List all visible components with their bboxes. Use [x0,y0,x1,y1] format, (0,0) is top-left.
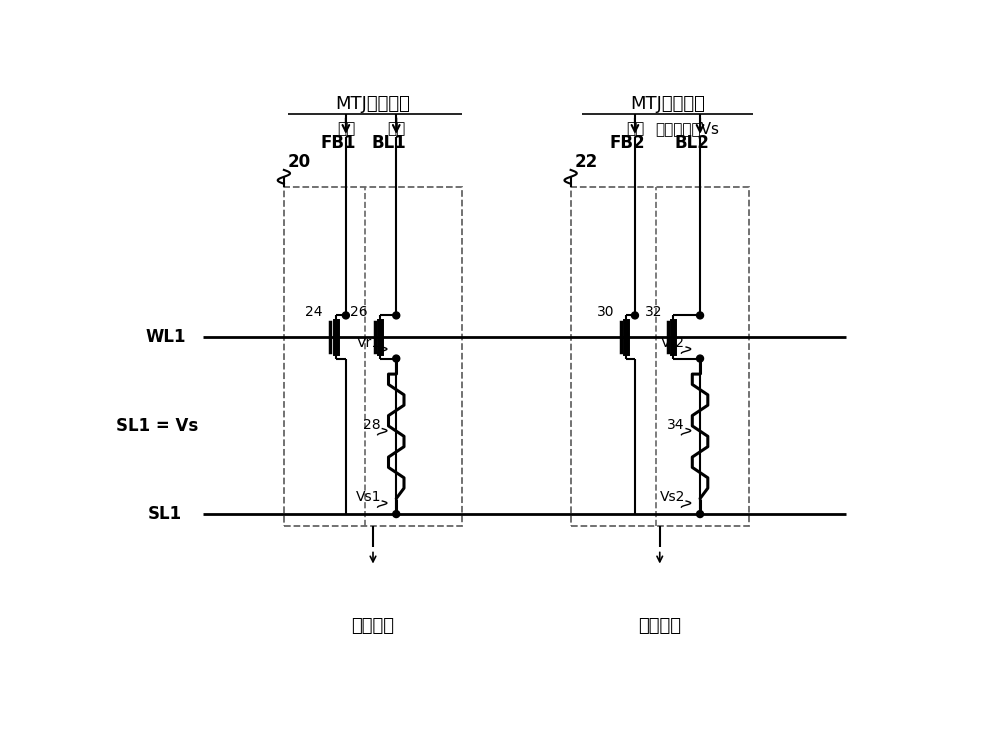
Text: 感测: 感测 [387,122,405,137]
Text: BL2: BL2 [675,134,710,152]
Text: SL1: SL1 [148,505,182,523]
Circle shape [393,355,400,362]
Text: FB2: FB2 [609,134,645,152]
Text: 30: 30 [597,306,614,319]
Text: 34: 34 [666,418,684,432]
Text: 32: 32 [645,306,662,319]
Text: 22: 22 [574,153,598,171]
Bar [284,187,462,525]
Text: 选定单元: 选定单元 [352,617,394,634]
Text: 26: 26 [350,306,368,319]
Text: 浮动或外加Vs: 浮动或外加Vs [655,122,719,137]
Text: Vs2: Vs2 [660,490,686,504]
Text: Vr2: Vr2 [661,336,685,350]
Text: Vs1: Vs1 [356,490,382,504]
Circle shape [342,312,349,319]
Text: SL1 = Vs: SL1 = Vs [116,416,199,435]
Circle shape [393,510,400,518]
Circle shape [697,510,704,518]
Text: Vr1: Vr1 [357,336,381,350]
Circle shape [697,355,704,362]
Text: MTJ底部端：: MTJ底部端： [630,96,705,114]
Circle shape [697,312,704,319]
Text: 反馈: 反馈 [626,122,644,137]
Bar [571,187,749,525]
Circle shape [631,312,638,319]
Text: FB1: FB1 [320,134,356,152]
Text: 28: 28 [363,418,380,432]
Text: MTJ顶部端：: MTJ顶部端： [336,96,410,114]
Text: 20: 20 [288,153,311,171]
Text: BL1: BL1 [371,134,406,152]
Text: 相邻单元: 相邻单元 [638,617,681,634]
Text: 24: 24 [305,306,322,319]
Circle shape [393,312,400,319]
Text: 反馈: 反馈 [337,122,355,137]
Text: WL1: WL1 [145,328,186,346]
